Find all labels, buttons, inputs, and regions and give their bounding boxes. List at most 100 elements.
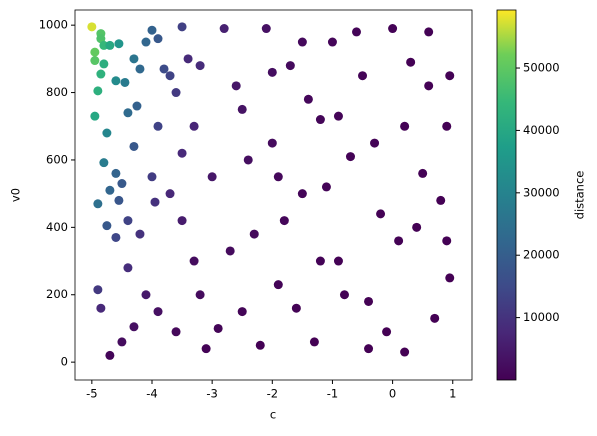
x-tick-label: -3 — [206, 387, 217, 401]
scatter-point — [442, 121, 452, 131]
colorbar-tick-label: 50000 — [523, 61, 560, 75]
scatter-point — [430, 313, 440, 323]
scatter-point — [135, 64, 145, 74]
scatter-point — [382, 327, 392, 337]
scatter-point — [364, 344, 374, 354]
scatter-point — [147, 172, 157, 182]
scatter-point — [333, 111, 343, 121]
scatter-point — [105, 350, 115, 360]
scatter-point — [153, 121, 163, 131]
scatter-point — [207, 172, 217, 182]
scatter-point — [129, 141, 139, 151]
scatter-point — [333, 256, 343, 266]
y-tick-label: 200 — [46, 287, 68, 301]
scatter-point — [424, 27, 434, 37]
scatter-point — [90, 47, 100, 57]
y-tick-label: 0 — [61, 355, 68, 369]
colorbar-label: distance — [573, 171, 587, 220]
scatter-point — [132, 101, 142, 111]
scatter-point — [90, 111, 100, 121]
scatter-point — [315, 256, 325, 266]
scatter-point — [424, 81, 434, 91]
scatter-point — [165, 71, 175, 81]
y-tick-label: 400 — [46, 220, 68, 234]
scatter-point — [406, 57, 416, 67]
scatter-point — [189, 256, 199, 266]
scatter-point — [96, 69, 106, 79]
scatter-point — [412, 222, 422, 232]
scatter-point — [102, 128, 112, 138]
scatter-point — [213, 323, 223, 333]
x-tick-label: 1 — [449, 387, 456, 401]
scatter-point — [243, 155, 253, 165]
scatter-point — [285, 61, 295, 71]
scatter-point — [99, 59, 109, 69]
scatter-point — [303, 94, 313, 104]
scatter-point — [418, 168, 428, 178]
scatter-point — [183, 54, 193, 64]
scatter-point — [400, 347, 410, 357]
x-tick-label: 0 — [389, 387, 396, 401]
scatter-point — [120, 77, 130, 87]
colorbar-tick-label: 30000 — [523, 185, 560, 199]
scatter-point — [297, 37, 307, 47]
scatter-point — [339, 290, 349, 300]
plot-frame — [74, 9, 473, 381]
scatter-point — [249, 229, 259, 239]
scatter-point — [129, 322, 139, 332]
scatter-point — [93, 285, 103, 295]
scatter-point — [376, 209, 386, 219]
scatter-point — [400, 121, 410, 131]
scatter-point — [201, 344, 211, 354]
scatter-point — [90, 56, 100, 66]
scatter-point — [364, 296, 374, 306]
x-tick-label: -1 — [327, 387, 338, 401]
scatter-point — [123, 263, 133, 273]
x-axis-label: c — [270, 408, 276, 422]
scatter-point — [150, 197, 160, 207]
scatter-point — [273, 172, 283, 182]
colorbar-tick-label: 40000 — [523, 123, 560, 137]
scatter-point — [141, 37, 151, 47]
scatter-point — [237, 307, 247, 317]
colorbar-tick-label: 10000 — [523, 310, 560, 324]
scatter-point — [267, 138, 277, 148]
scatter-point — [96, 303, 106, 313]
y-axis-label: v0 — [9, 188, 23, 202]
scatter-point — [345, 152, 355, 162]
x-tick-label: -5 — [86, 387, 97, 401]
scatter-point — [93, 86, 103, 96]
scatter-point — [177, 148, 187, 158]
scatter-point — [237, 104, 247, 114]
scatter-point — [195, 61, 205, 71]
scatter-point — [297, 189, 307, 199]
scatter-point — [279, 216, 289, 226]
scatter-point — [436, 195, 446, 205]
scatter-point — [111, 232, 121, 242]
scatter-point — [99, 158, 109, 168]
scatter-point — [231, 81, 241, 91]
scatter-point — [153, 307, 163, 317]
scatter-point — [102, 221, 112, 231]
scatter-point — [255, 340, 265, 350]
colorbar-tick-label: 20000 — [523, 248, 560, 262]
scatter-point — [123, 108, 133, 118]
scatter-point — [177, 216, 187, 226]
scatter-point — [105, 40, 115, 50]
scatter-point — [114, 195, 124, 205]
scatter-point — [445, 273, 455, 283]
scatter-point — [352, 27, 362, 37]
y-tick-label: 1000 — [39, 18, 68, 32]
scatter-point — [321, 182, 331, 192]
scatter-point — [117, 179, 127, 189]
scatter-point — [394, 236, 404, 246]
scatter-point — [111, 168, 121, 178]
y-tick-label: 800 — [46, 85, 68, 99]
scatter-point — [358, 71, 368, 81]
scatter-point — [291, 303, 301, 313]
scatter-point — [219, 24, 229, 34]
scatter-point — [105, 185, 115, 195]
scatter-point — [114, 39, 124, 49]
scatter-point — [327, 37, 337, 47]
